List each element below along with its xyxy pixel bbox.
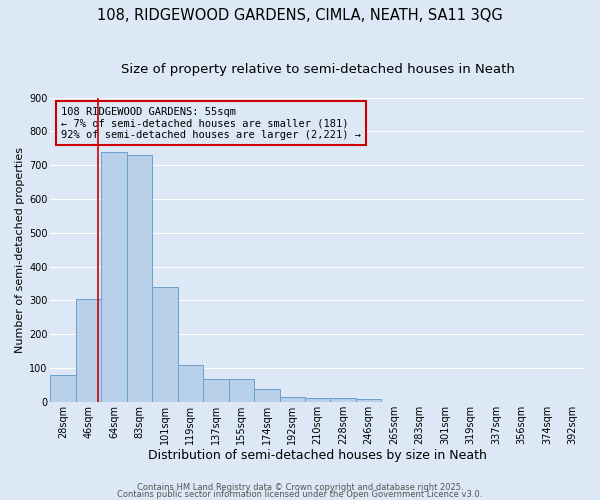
Y-axis label: Number of semi-detached properties: Number of semi-detached properties (15, 146, 25, 352)
Bar (305, 398, 331, 402)
Bar (152, 287, 178, 402)
Text: 108, RIDGEWOOD GARDENS, CIMLA, NEATH, SA11 3QG: 108, RIDGEWOOD GARDENS, CIMLA, NEATH, SA… (97, 8, 503, 22)
Bar (50, 374, 76, 402)
Text: Contains HM Land Registry data © Crown copyright and database right 2025.: Contains HM Land Registry data © Crown c… (137, 484, 463, 492)
Text: 108 RIDGEWOOD GARDENS: 55sqm
← 7% of semi-detached houses are smaller (181)
92% : 108 RIDGEWOOD GARDENS: 55sqm ← 7% of sem… (61, 106, 361, 140)
Bar (178, 366, 203, 402)
Text: Contains public sector information licensed under the Open Government Licence v3: Contains public sector information licen… (118, 490, 482, 499)
Bar (254, 389, 280, 402)
Bar (356, 399, 382, 402)
Bar (76, 298, 101, 402)
Bar (280, 396, 305, 402)
Bar (127, 155, 152, 402)
Bar (101, 152, 127, 402)
Bar (331, 398, 356, 402)
Bar (203, 379, 229, 402)
Title: Size of property relative to semi-detached houses in Neath: Size of property relative to semi-detach… (121, 62, 515, 76)
X-axis label: Distribution of semi-detached houses by size in Neath: Distribution of semi-detached houses by … (148, 450, 487, 462)
Bar (229, 379, 254, 402)
